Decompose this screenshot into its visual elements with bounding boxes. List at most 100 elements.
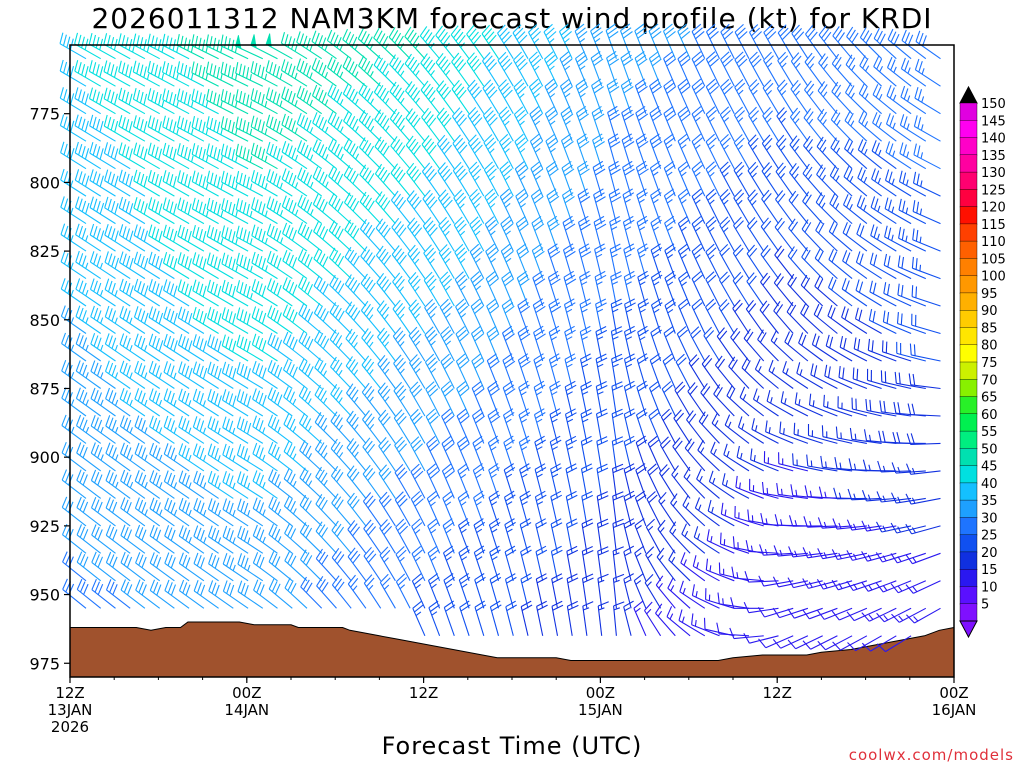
barb-feather bbox=[104, 305, 110, 317]
barb-feather bbox=[335, 307, 342, 319]
barb-feather bbox=[164, 497, 169, 509]
barb-staff bbox=[376, 282, 396, 307]
barb-feather bbox=[193, 498, 199, 510]
barb-feather bbox=[443, 333, 453, 342]
barb-staff bbox=[466, 60, 485, 87]
barb-feather bbox=[565, 408, 576, 415]
barb-feather bbox=[597, 522, 609, 529]
wind-barb bbox=[483, 161, 499, 197]
barb-feather bbox=[536, 577, 548, 584]
barb-feather bbox=[299, 115, 305, 127]
barb-feather bbox=[188, 312, 193, 325]
barb-feather bbox=[474, 494, 485, 502]
barb-feather bbox=[564, 247, 575, 255]
barb-feather bbox=[351, 362, 359, 373]
wind-barb bbox=[469, 243, 485, 279]
barb-staff bbox=[438, 252, 455, 279]
barb-feather bbox=[382, 388, 391, 399]
wind-barb bbox=[360, 246, 382, 279]
barb-feather bbox=[412, 62, 420, 74]
barb-feather bbox=[413, 117, 421, 128]
barb-feather bbox=[314, 60, 321, 72]
barb-feather bbox=[414, 470, 424, 480]
barb-staff bbox=[178, 426, 205, 444]
barb-feather bbox=[94, 581, 101, 593]
barb-feather bbox=[285, 252, 291, 264]
barb-feather bbox=[423, 271, 433, 281]
wind-barb bbox=[330, 411, 352, 444]
barb-feather bbox=[366, 63, 374, 75]
barb-feather bbox=[84, 148, 90, 160]
wind-barb bbox=[74, 87, 101, 115]
barb-feather bbox=[91, 551, 97, 563]
barb-feather bbox=[120, 469, 126, 481]
barb-staff bbox=[359, 228, 382, 252]
barb-feather bbox=[268, 469, 274, 481]
barb-feather bbox=[152, 472, 158, 484]
barb-feather bbox=[435, 25, 443, 36]
barb-feather bbox=[228, 338, 233, 350]
barb-staff bbox=[636, 194, 647, 224]
barb-staff bbox=[221, 208, 249, 225]
barb-feather bbox=[318, 171, 325, 183]
barb-half-feather bbox=[324, 99, 329, 106]
barb-half-feather bbox=[596, 281, 603, 286]
barb-feather bbox=[608, 109, 619, 117]
wind-barb bbox=[283, 468, 308, 499]
barb-staff bbox=[132, 44, 160, 60]
barb-feather bbox=[379, 519, 388, 529]
barb-feather bbox=[381, 306, 390, 317]
barb-feather bbox=[126, 392, 132, 404]
barb-staff bbox=[235, 72, 264, 87]
wind-barb bbox=[282, 359, 308, 389]
barb-staff bbox=[252, 480, 278, 499]
barb-feather bbox=[315, 141, 322, 153]
barb-half-feather bbox=[430, 556, 437, 561]
barb-feather bbox=[286, 388, 292, 400]
barb-feather bbox=[679, 54, 689, 63]
barb-feather bbox=[365, 252, 373, 263]
barb-feather bbox=[286, 416, 293, 428]
barb-staff bbox=[517, 305, 529, 334]
barb-feather bbox=[273, 310, 279, 322]
barb-feather bbox=[315, 548, 323, 559]
barb-feather bbox=[636, 54, 647, 63]
barb-feather bbox=[411, 545, 422, 555]
wind-barb bbox=[472, 463, 485, 499]
barb-feather bbox=[378, 276, 387, 286]
barb-feather bbox=[128, 66, 133, 78]
barb-feather bbox=[504, 89, 513, 99]
wind-barb bbox=[314, 412, 337, 444]
barb-half-feather bbox=[205, 73, 209, 81]
barb-feather bbox=[303, 117, 309, 129]
barb-feather bbox=[184, 310, 189, 323]
barb-staff bbox=[649, 360, 662, 389]
barb-feather bbox=[59, 32, 64, 44]
barb-feather bbox=[206, 225, 211, 237]
barb-feather bbox=[107, 280, 113, 292]
barb-staff bbox=[437, 197, 455, 224]
barb-feather bbox=[195, 308, 201, 321]
barb-feather bbox=[82, 364, 88, 376]
wind-barb bbox=[283, 413, 308, 444]
barb-feather bbox=[207, 525, 213, 537]
barb-feather bbox=[444, 549, 455, 558]
barb-feather bbox=[379, 330, 388, 341]
barb-feather bbox=[261, 312, 267, 324]
barb-feather bbox=[194, 90, 199, 102]
barb-half-feather bbox=[399, 341, 405, 347]
barb-feather bbox=[288, 200, 294, 212]
wind-barb bbox=[297, 221, 323, 252]
barb-feather bbox=[137, 253, 142, 265]
wind-barb bbox=[503, 463, 516, 499]
barb-staff bbox=[191, 72, 219, 87]
barb-feather bbox=[488, 34, 497, 45]
wind-barb bbox=[237, 525, 264, 554]
wind-barb bbox=[312, 112, 337, 142]
barb-half-feather bbox=[85, 344, 89, 351]
barb-feather bbox=[290, 528, 297, 539]
barb-feather bbox=[443, 278, 453, 288]
wind-barb bbox=[149, 415, 175, 444]
barb-staff bbox=[441, 443, 455, 472]
barb-feather bbox=[284, 577, 291, 589]
